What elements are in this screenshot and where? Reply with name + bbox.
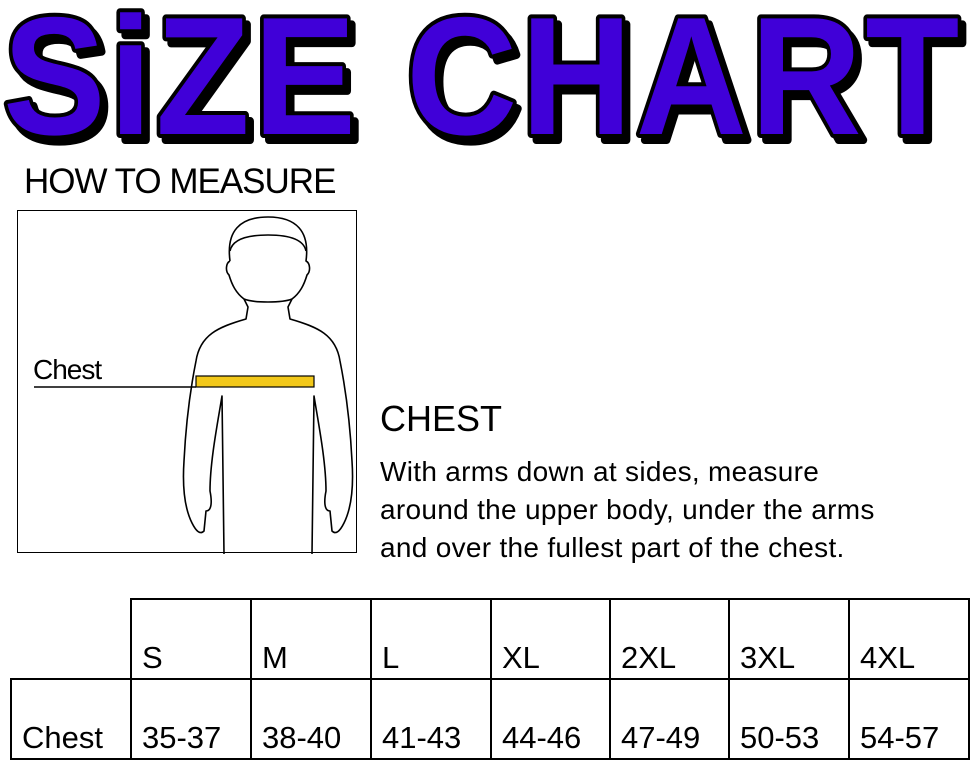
table-row: Chest 35-37 38-40 41-43 44-46 47-49 50-5… [10, 678, 970, 760]
size-header: S [130, 598, 252, 680]
how-to-measure-heading: HOW TO MEASURE [24, 162, 336, 201]
figure-chest-label: Chest [33, 354, 102, 385]
measurement-cell: 54-57 [848, 678, 970, 760]
measurement-cell: 35-37 [130, 678, 252, 760]
human-body-outline-icon [34, 216, 354, 555]
size-header: 4XL [848, 598, 970, 680]
measurement-cell: 38-40 [250, 678, 372, 760]
instruction-line: With arms down at sides, measure [380, 456, 820, 487]
measurement-figure [17, 210, 357, 555]
measurement-cell: 47-49 [609, 678, 730, 760]
size-header: XL [490, 598, 611, 680]
measuring-tape-icon [195, 375, 315, 388]
chest-instructions: With arms down at sides, measure around … [380, 453, 875, 567]
size-header: L [370, 598, 492, 680]
row-label: Chest [10, 678, 132, 760]
instruction-line: and over the fullest part of the chest. [380, 532, 845, 563]
size-chart-title: SiZE CHART [0, 0, 963, 150]
measurement-cell: 41-43 [370, 678, 492, 760]
size-header: 3XL [728, 598, 850, 680]
size-header-row: S M L XL 2XL 3XL 4XL [11, 598, 970, 680]
empty-corner-cell [11, 599, 132, 680]
chest-heading: CHEST [380, 398, 503, 439]
title-text: SiZE CHART [3, 0, 963, 150]
size-table: S M L XL 2XL 3XL 4XL Chest 35-37 38-40 4… [10, 598, 970, 760]
instruction-line: around the upper body, under the arms [380, 494, 875, 525]
size-header: M [250, 598, 372, 680]
measurement-cell: 50-53 [728, 678, 850, 760]
measurement-cell: 44-46 [490, 678, 611, 760]
size-header: 2XL [609, 598, 730, 680]
